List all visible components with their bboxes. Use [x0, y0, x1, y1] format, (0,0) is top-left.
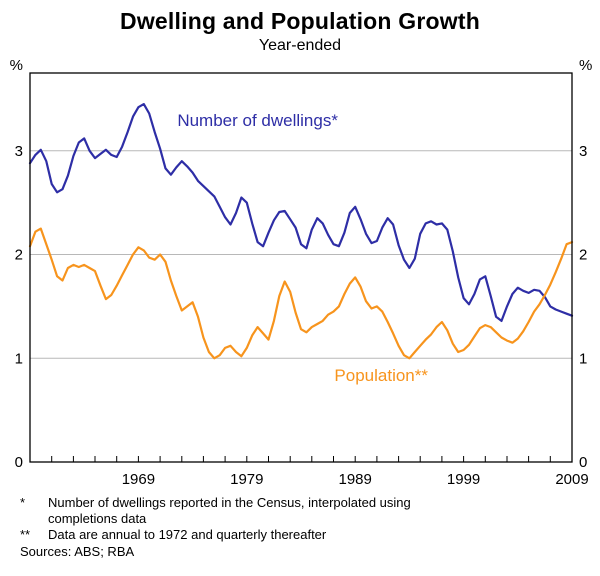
y-axis-label-right-3: 3: [579, 143, 587, 160]
x-axis-label-1999: 1999: [447, 471, 480, 488]
footnote-1-text: Number of dwellings reported in the Cens…: [48, 495, 411, 526]
series-label-annotation-1: Population**: [334, 366, 428, 385]
x-axis-label-1989: 1989: [339, 471, 372, 488]
series-line-population: [28, 227, 574, 360]
y-axis-unit-right: %: [579, 57, 592, 74]
growth-chart: 0 0 1 1 2 2 3 3% % 1969 1979 1989 1999 2009 Number of …: [10, 57, 593, 488]
x-axis-label-1979: 1979: [230, 471, 263, 488]
series-line-dwellings: [28, 102, 574, 322]
plot-border: [29, 72, 573, 463]
footnote-2-text: Data are annual to 1972 and quarterly th…: [48, 527, 327, 542]
y-axis-unit-left: %: [10, 57, 23, 74]
x-axis-label-2009: 2009: [555, 471, 588, 488]
y-axis-label-right-0: 0: [579, 454, 587, 471]
footnote-2: ** Data are annual to 1972 and quarterly…: [20, 527, 586, 543]
footnote-2-marker: **: [20, 527, 31, 542]
y-axis-label-left-1: 1: [15, 350, 23, 367]
y-axis-label-right-2: 2: [579, 247, 587, 264]
chart-title: Dwelling and Population Growth: [120, 8, 480, 34]
footnote-1-marker: *: [20, 495, 26, 510]
sources-line: Sources: ABS; RBA: [20, 544, 135, 559]
footnote-1: * Number of dwellings reported in the Ce…: [20, 495, 586, 527]
chart-subtitle: Year-ended: [258, 37, 342, 54]
y-axis-label-left-2: 2: [15, 247, 23, 264]
footnotes: * Number of dwellings reported in the Ce…: [0, 493, 600, 560]
y-axis-label-left-3: 3: [15, 143, 23, 160]
series-label-annotation-0: Number of dwellings*: [177, 111, 338, 130]
y-axis-label-left-0: 0: [15, 454, 23, 471]
x-axis-label-1969: 1969: [122, 471, 155, 488]
y-axis-label-right-1: 1: [579, 350, 587, 367]
